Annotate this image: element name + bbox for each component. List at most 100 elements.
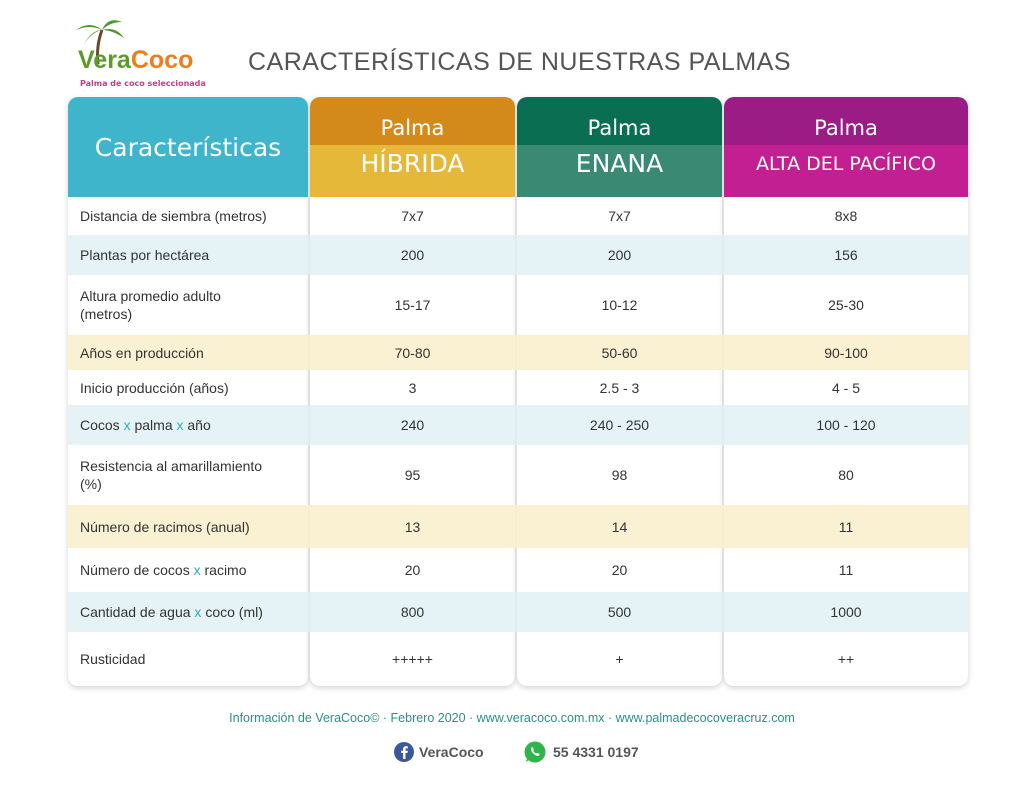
- column-header: Palma ALTA DEL PACÍFICO: [724, 97, 968, 197]
- label-text: Plantas por hectárea: [80, 246, 209, 264]
- facebook-handle: VeraCoco: [419, 744, 484, 760]
- cell-value: 11: [838, 518, 854, 535]
- tagline: Palma de coco seleccionada: [80, 79, 206, 88]
- cell-value: 20: [611, 562, 628, 578]
- times-mark: x: [189, 562, 205, 578]
- label-part: coco (ml): [205, 604, 263, 620]
- cell-value: 25-30: [828, 297, 864, 313]
- cell-value: 70-80: [394, 344, 431, 361]
- label-part: Plantas por hectárea: [80, 247, 210, 263]
- label-part: Cantidad de agua: [80, 604, 191, 620]
- palm-icon: [76, 20, 124, 65]
- label-part: Años en producción: [80, 344, 204, 361]
- label-part: año: [187, 417, 211, 433]
- cell-value: 90-100: [824, 344, 868, 361]
- label-text: Cocos x palma x año: [80, 416, 211, 434]
- row-label: Número de cocos x racimo: [68, 548, 268, 592]
- label-text: Número de racimos (anual): [80, 518, 250, 536]
- label-text: Inicio producción (años): [80, 379, 229, 397]
- header-line1: Palma: [517, 97, 722, 145]
- brand: VeraCoco: [78, 46, 193, 75]
- cell-value: 13: [404, 518, 421, 535]
- label-part: palma: [134, 417, 173, 433]
- cell-value: 14: [611, 518, 628, 535]
- facebook-icon: [394, 742, 414, 762]
- column-header: Palma HÍBRIDA: [310, 97, 515, 197]
- cell-value: 156: [834, 247, 858, 263]
- row-label: Años en producción: [68, 335, 268, 370]
- header-line2: ALTA DEL PACÍFICO: [724, 145, 968, 197]
- cell-value: ++: [837, 651, 855, 667]
- label-part: Número de cocos: [80, 562, 190, 578]
- row-band: [68, 405, 968, 445]
- label-text: Distancia de siembra (metros): [80, 207, 267, 225]
- times-mark: x: [119, 417, 135, 433]
- times-mark: x: [190, 604, 206, 620]
- cell-value: 10-12: [601, 297, 638, 313]
- header-line2: HÍBRIDA: [310, 145, 515, 197]
- cell-value: 15-17: [394, 297, 431, 313]
- header-line2: ENANA: [517, 145, 722, 197]
- label-part: Número de racimos (anual): [80, 518, 250, 535]
- column-header: Palma ENANA: [517, 97, 722, 197]
- cell-value: 20: [404, 562, 421, 578]
- cell-value: +++++: [392, 651, 433, 667]
- cell-value: 11: [838, 562, 854, 578]
- cell-value: 1000: [830, 604, 862, 620]
- row-band: [68, 592, 968, 632]
- label-part: Altura promedio adulto (metros): [80, 288, 221, 322]
- cell-value: 50-60: [601, 344, 638, 361]
- times-mark: x: [172, 417, 188, 433]
- row-label: Distancia de siembra (metros): [68, 197, 268, 235]
- row-band: [68, 335, 968, 370]
- header-line1: Palma: [310, 97, 515, 145]
- label-text: Rusticidad: [80, 650, 145, 668]
- label-part: Inicio producción (años): [80, 379, 229, 396]
- cell-value: 240: [400, 417, 425, 433]
- label-text: Altura promedio adulto (metros): [80, 287, 268, 323]
- cell-value: 3: [408, 379, 417, 396]
- cell-value: 200: [400, 247, 425, 263]
- cell-value: 95: [404, 467, 421, 483]
- row-label: Rusticidad: [68, 632, 268, 686]
- label-part: Rusticidad: [80, 651, 146, 667]
- cell-value: 98: [611, 467, 628, 483]
- footer-info: Información de VeraCoco© · Febrero 2020 …: [229, 711, 795, 725]
- row-label: Número de racimos (anual): [68, 505, 268, 548]
- label-part: Distancia de siembra (metros): [80, 208, 267, 224]
- cell-value: 8x8: [834, 208, 858, 224]
- cell-value: 80: [838, 467, 854, 483]
- label-text: Número de cocos x racimo: [80, 561, 247, 579]
- row-label: Cocos x palma x año: [68, 405, 268, 445]
- brand-second: Coco: [130, 46, 194, 74]
- brand-first: Vera: [78, 46, 131, 74]
- cell-value: 240 - 250: [589, 417, 650, 433]
- label-text: Años en producción: [80, 344, 204, 362]
- header-line1: Palma: [724, 97, 968, 145]
- row-label: Altura promedio adulto (metros): [68, 275, 268, 335]
- cell-value: +: [615, 651, 624, 667]
- page-title: CARACTERÍSTICAS DE NUESTRAS PALMAS: [248, 48, 792, 76]
- cell-value: 200: [607, 247, 632, 263]
- row-band: [68, 505, 968, 548]
- label-text: Resistencia al amarillamiento (%): [80, 457, 268, 493]
- row-label: Cantidad de agua x coco (ml): [68, 592, 268, 632]
- label-text: Cantidad de agua x coco (ml): [80, 603, 263, 621]
- cell-value: 4 - 5: [831, 379, 860, 396]
- row-label: Plantas por hectárea: [68, 235, 268, 275]
- corner-header: Características: [68, 97, 308, 197]
- cell-value: 7x7: [608, 208, 631, 224]
- cell-value: 2.5 - 3: [599, 379, 640, 396]
- whatsapp-number: 55 4331 0197: [553, 744, 639, 760]
- label-part: Cocos: [80, 417, 120, 433]
- whatsapp-icon: [524, 741, 546, 763]
- label-part: racimo: [204, 562, 247, 578]
- cell-value: 800: [400, 604, 425, 620]
- row-band: [68, 235, 968, 275]
- label-part: Resistencia al amarillamiento (%): [80, 458, 263, 492]
- row-label: Inicio producción (años): [68, 370, 268, 405]
- cell-value: 7x7: [401, 208, 424, 224]
